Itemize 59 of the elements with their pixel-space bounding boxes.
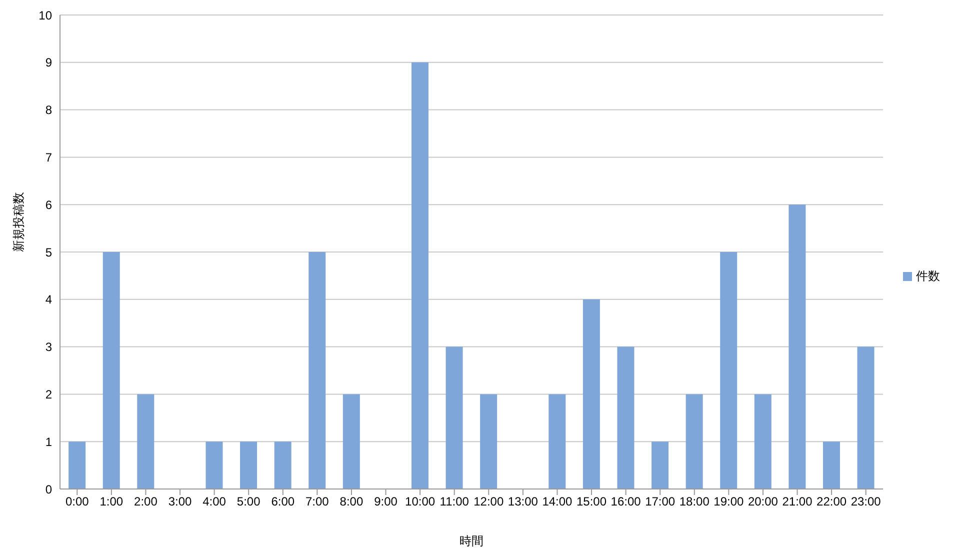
x-tick-label: 16:00 [610,494,642,509]
x-tick-label: 12:00 [474,494,504,509]
bar [720,252,738,489]
x-tick-label: 23:00 [850,494,882,509]
x-tick-label: 19:00 [714,494,744,509]
bar [240,442,258,489]
x-tick-label: 6:00 [271,494,295,509]
bar [582,299,600,489]
x-tick-label: 0:00 [65,494,90,509]
bar [822,442,840,489]
bar [754,394,772,489]
bar [274,442,292,489]
bar [480,394,498,489]
x-tick-label: 13:00 [508,494,538,509]
x-tick-label: 3:00 [168,494,192,509]
x-axis-title: 時間 [460,534,484,548]
y-tick-label: 3 [45,340,52,354]
bar [788,204,806,489]
x-tick-label: 21:00 [782,494,813,509]
x-tick-label: 15:00 [576,494,607,509]
y-tick-label: 4 [45,292,52,307]
y-tick-label: 7 [45,150,52,164]
x-tick-label: 9:00 [374,494,398,509]
bar [548,394,566,489]
bar [137,394,154,489]
bar [617,346,634,489]
bar [686,394,703,489]
x-tick-label: 8:00 [340,494,364,509]
y-tick-label: 1 [45,434,52,449]
bar [411,62,428,489]
x-tick-label: 5:00 [236,494,261,509]
y-axis-title: 新規投稿数 [11,192,26,252]
x-tick-label: 4:00 [202,494,226,509]
y-tick-label: 5 [45,245,52,260]
bar [68,442,86,489]
x-tick-label: 20:00 [748,494,778,509]
y-tick-label: 10 [38,8,52,22]
x-tick-label: 1:00 [100,494,124,509]
x-tick-label: 18:00 [679,494,710,509]
bar [206,442,223,489]
y-tick-label: 8 [45,103,52,118]
y-tick-label: 6 [45,198,52,212]
bar [652,442,669,489]
x-tick-label: 7:00 [306,494,330,509]
x-tick-label: 22:00 [816,494,847,509]
y-tick-label: 0 [45,482,52,496]
bar [446,346,463,489]
bar [857,346,874,489]
legend-label: 件数 [916,268,940,282]
bar [342,394,360,489]
y-tick-label: 2 [45,387,52,402]
x-tick-label: 14:00 [542,494,573,509]
x-tick-label: 17:00 [645,494,676,509]
x-tick-label: 10:00 [405,494,436,509]
y-tick-label: 9 [45,56,52,70]
x-tick-label: 11:00 [440,494,470,509]
bar [308,252,326,489]
bar [102,252,120,489]
x-tick-label: 2:00 [134,494,158,509]
